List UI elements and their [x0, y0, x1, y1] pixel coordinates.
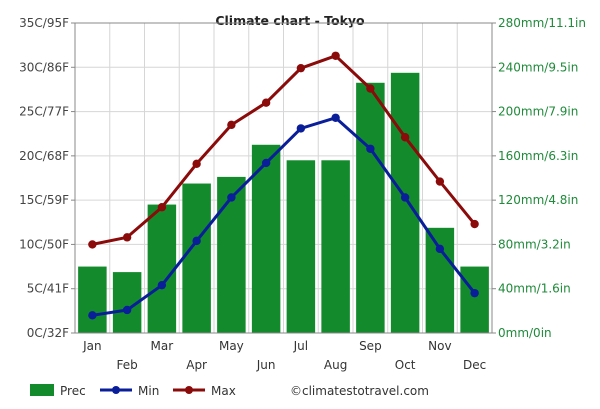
x-axis: Jan Feb Mar Apr May Jun Jul Aug Sep Oct Nov Dec: [82, 339, 486, 372]
right-tick-label: 280mm/11.1in: [498, 16, 586, 30]
prec-bar-jun: [251, 144, 281, 333]
right-tick-label: 240mm/9.5in: [498, 60, 578, 74]
left-tick-label: 20C/68F: [19, 149, 69, 163]
legend-max-label: Max: [211, 384, 236, 398]
right-tick-label: 80mm/3.2in: [498, 237, 571, 251]
legend-prec-label: Prec: [60, 384, 86, 398]
point-max-jul: [296, 63, 306, 73]
point-min-oct: [400, 193, 410, 202]
left-axis: 0C/32F 5C/41F 10C/50F 15C/59F 20C/68F 25C/77F…: [19, 16, 75, 340]
point-min-sep: [366, 144, 375, 153]
point-max-may: [227, 120, 236, 130]
prec-bar-oct: [390, 72, 420, 334]
precipitation-bars: [78, 72, 489, 334]
x-tick-label-may: May: [219, 339, 244, 353]
left-tick-label: 30C/86F: [19, 60, 69, 74]
legend-prec-swatch: [30, 384, 54, 396]
legend-min-marker: [112, 386, 120, 394]
plot-border: [74, 22, 493, 334]
left-tick-label: 25C/77F: [19, 105, 69, 119]
left-tick-label: 0C/32F: [27, 326, 69, 340]
point-min-jun: [261, 158, 271, 168]
prec-bar-aug: [321, 160, 350, 333]
point-max-dec: [470, 219, 479, 229]
line-min: [92, 116, 476, 317]
prec-bar-may: [217, 176, 246, 333]
point-max-apr: [192, 159, 201, 169]
grid: [75, 22, 492, 334]
credit-text: ©climatestotravel.com: [290, 384, 429, 398]
point-min-apr: [192, 236, 201, 246]
x-tick-label-feb: Feb: [117, 358, 138, 372]
left-tick-label: 5C/41F: [27, 282, 69, 296]
x-tick-label-oct: Oct: [395, 358, 416, 372]
point-min-aug: [331, 113, 340, 122]
right-tick-label: 160mm/6.3in: [498, 149, 578, 163]
plot-frame: [74, 22, 493, 334]
legend-min-label: Min: [138, 384, 159, 398]
right-tick-label: 0mm/0in: [498, 326, 552, 340]
left-tick-label: 10C/50F: [19, 237, 69, 251]
right-tick-label: 200mm/7.9in: [498, 105, 578, 119]
x-tick-label-jun: Jun: [256, 358, 276, 372]
point-min-may: [227, 193, 236, 202]
prec-bar-mar: [147, 204, 177, 333]
legend-max-marker: [185, 386, 193, 394]
prec-bar-apr: [182, 183, 211, 333]
point-min-nov: [435, 244, 445, 254]
point-min-jul: [296, 124, 306, 133]
left-tick-label: 15C/59F: [19, 193, 69, 207]
right-tick-label: 40mm/1.6in: [498, 282, 571, 296]
point-max-feb: [122, 233, 132, 242]
point-max-nov: [435, 177, 445, 186]
point-min-dec: [470, 288, 479, 298]
point-min-mar: [157, 280, 167, 290]
x-tick-label-aug: Aug: [324, 358, 347, 372]
point-max-jan: [88, 240, 97, 249]
x-tick-label-nov: Nov: [428, 339, 451, 353]
prec-bar-dec: [460, 266, 489, 333]
x-tick-label-apr: Apr: [186, 358, 207, 372]
point-max-sep: [366, 84, 375, 93]
x-tick-label-mar: Mar: [151, 339, 174, 353]
prec-bar-sep: [356, 82, 385, 334]
temperature-lines: [88, 51, 479, 320]
x-tick-label-jul: Jul: [293, 339, 308, 353]
x-tick-label-sep: Sep: [359, 339, 382, 353]
point-min-feb: [122, 305, 132, 315]
legend: Prec Min Max ©climatestotravel.com: [30, 384, 429, 398]
x-tick-label-jan: Jan: [82, 339, 102, 353]
line-max: [92, 54, 476, 246]
point-min-jan: [88, 311, 97, 320]
prec-bar-jan: [78, 266, 107, 333]
point-max-oct: [400, 133, 410, 142]
right-axis: 0mm/0in 40mm/1.6in 80mm/3.2in 120mm/4.8in 16…: [492, 16, 586, 340]
right-tick-label: 120mm/4.8in: [498, 193, 578, 207]
point-max-mar: [157, 203, 167, 212]
point-max-aug: [331, 51, 340, 60]
prec-bar-jul: [286, 160, 316, 333]
left-tick-label: 35C/95F: [19, 16, 69, 30]
x-tick-label-dec: Dec: [463, 358, 486, 372]
prec-bar-nov: [425, 227, 455, 333]
point-max-jun: [261, 98, 271, 107]
chart-title: Climate chart - Tokyo: [215, 13, 365, 28]
